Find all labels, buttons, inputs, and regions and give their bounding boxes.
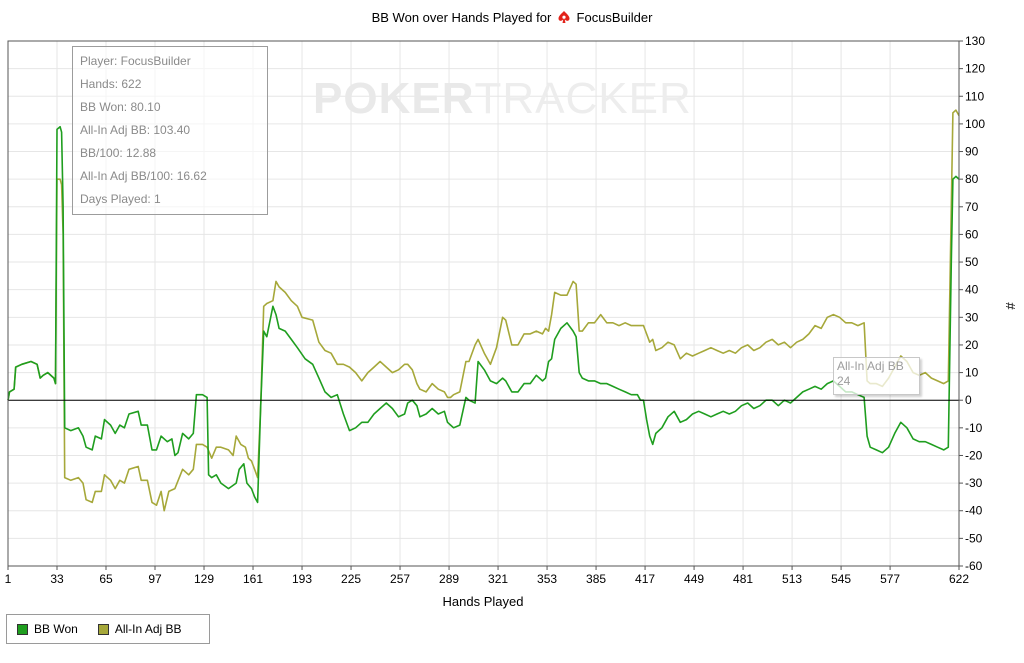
x-tick-label: 481 [733, 572, 753, 586]
x-tick-label: 1 [5, 572, 12, 586]
x-tick-label: 321 [488, 572, 508, 586]
y-tick-label: 130 [965, 34, 985, 48]
chart-title-text: BB Won over Hands Played for [371, 10, 552, 25]
legend-swatch-bb-won [17, 623, 28, 635]
watermark: POKERTRACKER [313, 74, 692, 124]
x-tick-label: 161 [243, 572, 263, 586]
chart-title-player: FocusBuilder [576, 10, 653, 25]
tooltip-series: All-In Adj BB [837, 359, 904, 373]
x-tick-label: 97 [148, 572, 162, 586]
grid-lines [7, 40, 960, 567]
y-tick-label: 70 [965, 200, 979, 214]
series-line-all-in-adj-bb [7, 109, 960, 512]
y-tick-label: 80 [965, 172, 979, 186]
x-tick-label: 449 [684, 572, 704, 586]
x-tick-label: 513 [782, 572, 802, 586]
x-axis-label: Hands Played [443, 594, 524, 609]
watermark-bold: POKER [313, 74, 475, 123]
y-tick-label: -50 [965, 531, 983, 545]
x-tick-label: 33 [50, 572, 64, 586]
y-tick-label: 50 [965, 255, 979, 269]
stats-all-in-adj-bb: All-In Adj BB: 103.40 [80, 123, 191, 137]
y-tick-label: 30 [965, 310, 979, 324]
y-tick-label: 100 [965, 117, 985, 131]
y-tick-label: -60 [965, 559, 983, 573]
y-axis-ticks: -60 -50 -40 -30 -20 -10 0 10 20 30 40 50 60 70 80 90 100… [959, 34, 985, 573]
y-tick-label: 0 [965, 393, 972, 407]
legend-item-bb-won[interactable]: BB Won [17, 622, 78, 636]
x-tick-label: 417 [635, 572, 655, 586]
y-tick-label: 20 [965, 338, 979, 352]
legend: BB Won All-In Adj BB [6, 614, 210, 644]
stats-bb-won: BB Won: 80.10 [80, 100, 161, 114]
x-tick-label: 225 [341, 572, 361, 586]
x-tick-label: 193 [292, 572, 312, 586]
x-tick-label: 577 [880, 572, 900, 586]
chart-title: BB Won over Hands Played for FocusBuilde… [0, 10, 1024, 27]
x-tick-label: 129 [194, 572, 214, 586]
stats-all-in-adj-bb-per-100: All-In Adj BB/100: 16.62 [80, 169, 207, 183]
x-axis-ticks: 1 33 65 97 129 161 193 225 257 289 321 353 385 417 449… [5, 566, 969, 586]
series-lines [7, 109, 960, 512]
stats-bb-per-100: BB/100: 12.88 [80, 146, 157, 160]
y-tick-label: 40 [965, 283, 979, 297]
x-tick-label: 65 [99, 572, 113, 586]
x-tick-label: 353 [537, 572, 557, 586]
legend-label-bb-won: BB Won [34, 622, 78, 636]
y-tick-label: -40 [965, 504, 983, 518]
hover-tooltip: All-In Adj BB 24 [833, 357, 920, 395]
y-tick-label: 60 [965, 227, 979, 241]
tooltip-value: 24 [837, 374, 851, 388]
x-tick-label: 257 [390, 572, 410, 586]
watermark-thin: TRACKER [474, 74, 692, 123]
plot-frame [7, 40, 960, 567]
legend-label-all-in-adj-bb: All-In Adj BB [114, 622, 182, 636]
y-tick-label: -10 [965, 421, 983, 435]
x-tick-label: 545 [831, 572, 851, 586]
x-tick-label: 622 [949, 572, 969, 586]
x-tick-label: 289 [439, 572, 459, 586]
legend-swatch-all-in-adj-bb [97, 623, 109, 635]
y-tick-label: 10 [965, 366, 979, 380]
spade-logo-icon [557, 10, 571, 27]
stats-box: Player: FocusBuilder Hands: 622 BB Won: … [72, 46, 268, 215]
y-axis-label: # [1003, 302, 1018, 310]
x-tick-label: 385 [586, 572, 606, 586]
legend-item-all-in-adj-bb[interactable]: All-In Adj BB [97, 622, 182, 636]
stats-player: Player: FocusBuilder [80, 54, 191, 68]
y-tick-label: 110 [965, 89, 984, 103]
stats-days-played: Days Played: 1 [80, 192, 161, 206]
y-tick-label: 90 [965, 145, 979, 159]
stats-hands: Hands: 622 [80, 77, 142, 91]
series-line-bb-won [7, 125, 960, 504]
y-tick-label: -30 [965, 476, 983, 490]
y-tick-label: -20 [965, 448, 983, 462]
y-tick-label: 120 [965, 62, 985, 76]
